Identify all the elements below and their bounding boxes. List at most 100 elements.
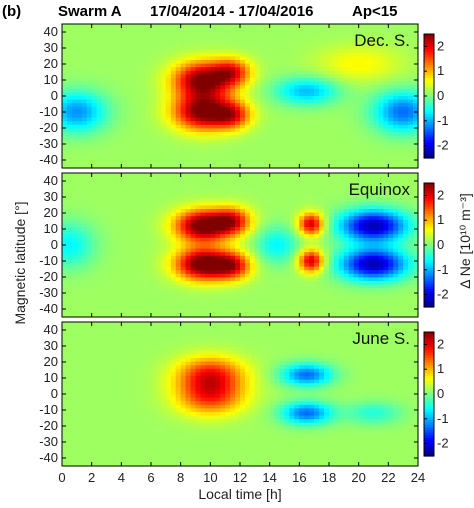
heatmap-cell [220, 198, 226, 202]
heatmap-cell [225, 35, 231, 39]
heatmap-cell [235, 259, 241, 263]
heatmap-cell [329, 89, 335, 93]
heatmap-cell [191, 310, 197, 314]
heatmap-cell [82, 249, 88, 253]
heatmap-cell [82, 139, 88, 143]
heatmap-cell [255, 288, 261, 292]
heatmap-cell [151, 132, 157, 136]
heatmap-cell [62, 161, 68, 165]
heatmap-cell [62, 270, 68, 274]
heatmap-cell [136, 241, 142, 245]
heatmap-cell [156, 209, 162, 213]
heatmap-cell [220, 216, 226, 220]
heatmap-cell [205, 46, 211, 50]
heatmap-cell [220, 295, 226, 299]
heatmap-cell [374, 56, 380, 60]
heatmap-cell [126, 89, 132, 93]
heatmap-cell [111, 267, 117, 271]
heatmap-cell [72, 46, 78, 50]
heatmap-cell [275, 100, 281, 104]
heatmap-cell [102, 49, 108, 53]
heatmap-cell [77, 288, 83, 292]
heatmap-cell [289, 143, 295, 147]
heatmap-cell [131, 295, 137, 299]
heatmap-cell [191, 259, 197, 263]
heatmap-cell [270, 103, 276, 107]
heatmap-cell [77, 231, 83, 235]
heatmap-cell [374, 150, 380, 154]
satellite-title: Swarm A [58, 3, 122, 20]
heatmap-cell [186, 263, 192, 267]
heatmap-cell [285, 173, 291, 177]
heatmap-cell [388, 121, 394, 125]
heatmap-cell [304, 256, 310, 260]
heatmap-cell [285, 216, 291, 220]
heatmap-cell [82, 267, 88, 271]
heatmap-cell [285, 53, 291, 57]
heatmap-cell [294, 121, 300, 125]
heatmap-cell [116, 107, 122, 111]
heatmap-cell [161, 173, 167, 177]
heatmap-cell [240, 28, 246, 32]
heatmap-cell [141, 46, 147, 50]
heatmap-cell [156, 35, 162, 39]
heatmap-cell [289, 118, 295, 122]
heatmap-cell [294, 231, 300, 235]
heatmap-cell [270, 270, 276, 274]
heatmap-cell [186, 53, 192, 57]
heatmap-cell [200, 220, 206, 224]
heatmap-cell [126, 173, 132, 177]
heatmap-cell [240, 310, 246, 314]
heatmap-cell [408, 100, 414, 104]
heatmap-cell [107, 42, 113, 46]
heatmap-cell [319, 74, 325, 78]
heatmap-cell [92, 195, 98, 199]
heatmap-cell [196, 231, 202, 235]
heatmap-cell [275, 139, 281, 143]
heatmap-cell [255, 136, 261, 140]
heatmap-cell [191, 150, 197, 154]
heatmap-cell [255, 231, 261, 235]
heatmap-cell [220, 67, 226, 71]
heatmap-cell [408, 56, 414, 60]
heatmap-cell [181, 100, 187, 104]
heatmap-cell [156, 252, 162, 256]
heatmap-cell [191, 53, 197, 57]
heatmap-cell [294, 223, 300, 227]
heatmap-cell [102, 96, 108, 100]
heatmap-cell [220, 82, 226, 86]
heatmap-cell [62, 256, 68, 260]
heatmap-cell [235, 187, 241, 191]
heatmap-cell [260, 82, 266, 86]
heatmap-cell [72, 231, 78, 235]
heatmap-cell [220, 71, 226, 75]
heatmap-cell [215, 267, 221, 271]
heatmap-cell [156, 267, 162, 271]
y-tick-label: 40 [44, 24, 58, 39]
heatmap-cell [196, 184, 202, 188]
heatmap-cell [82, 89, 88, 93]
heatmap-cell [280, 245, 286, 249]
heatmap-cell [388, 56, 394, 60]
heatmap-cell [151, 295, 157, 299]
heatmap-cell [205, 249, 211, 253]
heatmap-cell [92, 213, 98, 217]
heatmap-cell [141, 125, 147, 129]
heatmap-cell [171, 60, 177, 64]
heatmap-cell [62, 56, 68, 60]
heatmap-cell [82, 259, 88, 263]
heatmap-cell [245, 49, 251, 53]
heatmap-cell [285, 46, 291, 50]
heatmap-cell [235, 249, 241, 253]
heatmap-cell [82, 146, 88, 150]
heatmap-cell [77, 56, 83, 60]
heatmap-cell [141, 295, 147, 299]
heatmap-cell [215, 114, 221, 118]
heatmap-cell [294, 89, 300, 93]
heatmap-cell [220, 139, 226, 143]
heatmap-cell [161, 263, 167, 267]
heatmap-cell [200, 46, 206, 50]
heatmap-cell [210, 28, 216, 32]
heatmap-cell [225, 241, 231, 245]
heatmap-cell [191, 205, 197, 209]
